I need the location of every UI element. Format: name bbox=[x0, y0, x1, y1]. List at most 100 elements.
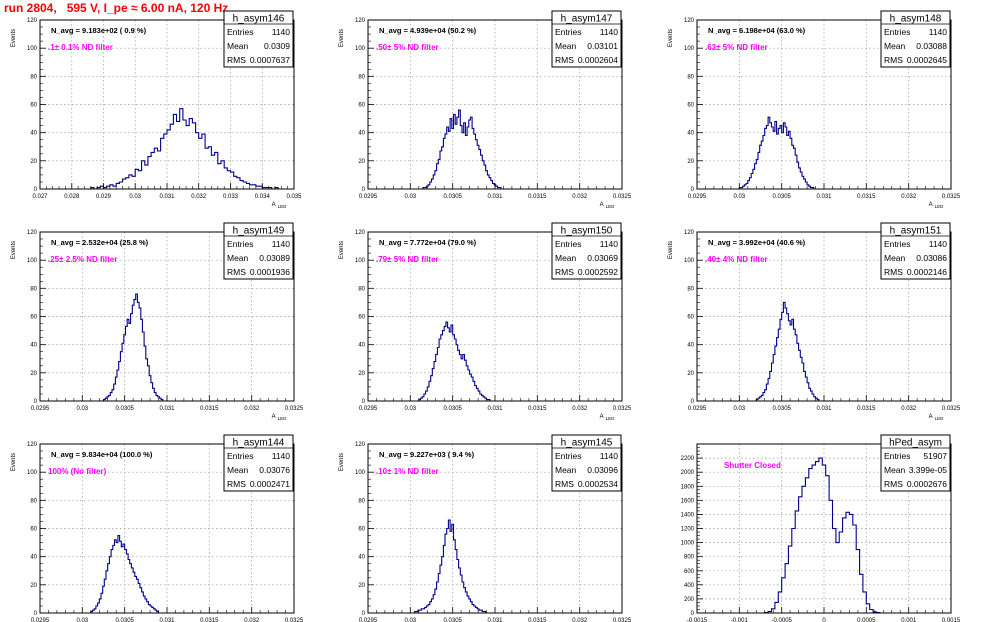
y-tick-label: 120 bbox=[355, 230, 366, 236]
navg-label: N_avg = 9.834e+04 (100.0 %) bbox=[51, 450, 153, 459]
stats-rms-value: 0.0002604 bbox=[578, 55, 618, 65]
x-tick-label: 0.0325 bbox=[942, 194, 961, 200]
x-axis-label-subscript: LED bbox=[278, 416, 288, 421]
x-axis-label: A LED bbox=[600, 414, 616, 421]
y-tick-label: 120 bbox=[27, 442, 38, 448]
stats-mean-value: 0.0309 bbox=[264, 41, 290, 51]
stats-box-title: h_asym145 bbox=[561, 438, 613, 449]
y-tick-label: 400 bbox=[684, 583, 695, 589]
stats-entries-label: Entries bbox=[227, 27, 253, 37]
stats-entries-value: 1140 bbox=[929, 27, 948, 37]
x-tick-label: 0.032 bbox=[901, 406, 917, 412]
y-tick-label: 60 bbox=[687, 103, 694, 109]
filter-note: .63± 5% ND filter bbox=[705, 43, 768, 52]
histogram-line bbox=[90, 534, 160, 613]
x-tick-label: 0.028 bbox=[64, 194, 80, 200]
x-axis-label: A LED bbox=[272, 202, 288, 209]
stats-box-title: h_asym149 bbox=[233, 226, 285, 237]
y-tick-label: 20 bbox=[30, 371, 37, 377]
y-tick-label: 80 bbox=[30, 286, 37, 292]
navg-label: N_avg = 4.939e+04 (50.2 %) bbox=[379, 26, 477, 35]
x-tick-label: 0.032 bbox=[191, 194, 207, 200]
y-tick-label: 100 bbox=[27, 258, 38, 264]
x-tick-label: 0.0305 bbox=[116, 618, 135, 622]
histogram-line bbox=[764, 457, 881, 614]
y-tick-label: 60 bbox=[358, 103, 365, 109]
x-tick-label: 0.0295 bbox=[31, 406, 50, 412]
stats-box-title: h_asym151 bbox=[890, 226, 942, 237]
y-tick-label: 40 bbox=[358, 343, 365, 349]
stats-mean-label: Mean bbox=[884, 465, 906, 475]
x-tick-label: 0.0295 bbox=[359, 406, 378, 412]
x-axis-label: A LED bbox=[929, 202, 945, 209]
x-tick-label: 0.031 bbox=[159, 406, 175, 412]
y-axis-label: Events bbox=[339, 29, 345, 47]
stats-rms-label: RMS bbox=[555, 267, 574, 277]
x-tick-label: -0.0005 bbox=[772, 618, 793, 622]
x-tick-label: 0.0305 bbox=[116, 406, 135, 412]
x-tick-label: 0.0325 bbox=[285, 406, 304, 412]
stats-entries-value: 1140 bbox=[600, 27, 619, 37]
stats-entries-value: 1140 bbox=[272, 451, 291, 461]
x-tick-label: 0.031 bbox=[159, 618, 175, 622]
x-tick-label: 0.03 bbox=[76, 406, 88, 412]
y-tick-label: 100 bbox=[355, 46, 366, 52]
x-tick-label: 0.0315 bbox=[857, 194, 876, 200]
x-tick-label: 0.0315 bbox=[200, 406, 219, 412]
x-tick-label: 0.0295 bbox=[359, 618, 378, 622]
x-axis-label-subscript: LED bbox=[606, 416, 616, 421]
histogram-panel-h_asym150: 0 20 40 60 80 100 120 0.0295 0.03 0.0305 0.031 0.03… bbox=[339, 222, 632, 421]
y-tick-label: 40 bbox=[358, 555, 365, 561]
x-tick-label: 0.0005 bbox=[857, 618, 876, 622]
stats-box-title: h_asym146 bbox=[233, 14, 285, 25]
y-tick-label: 1200 bbox=[681, 527, 695, 533]
x-tick-label: 0.033 bbox=[223, 194, 239, 200]
x-tick-label: 0.029 bbox=[96, 194, 112, 200]
stats-box bbox=[880, 434, 951, 492]
filter-note: .40± 4% ND filter bbox=[705, 255, 768, 264]
histogram-panel-h_asym145: 0 20 40 60 80 100 120 0.0295 0.03 0.0305 0.031 0.03… bbox=[339, 434, 632, 622]
y-tick-label: 2200 bbox=[681, 456, 695, 462]
stats-entries-value: 1140 bbox=[929, 239, 948, 249]
y-tick-label: 40 bbox=[30, 131, 37, 137]
y-tick-label: 0 bbox=[34, 611, 38, 617]
y-tick-label: 120 bbox=[355, 442, 366, 448]
stats-entries-label: Entries bbox=[884, 27, 910, 37]
x-axis-label-subscript: LED bbox=[935, 204, 945, 209]
x-tick-label: 0.0325 bbox=[613, 194, 632, 200]
y-tick-label: 40 bbox=[687, 343, 694, 349]
y-tick-label: 60 bbox=[358, 527, 365, 533]
x-tick-label: 0.031 bbox=[487, 194, 503, 200]
navg-label: N_avg = 3.992e+04 (40.6 %) bbox=[708, 238, 806, 247]
x-tick-label: -0.0015 bbox=[687, 618, 708, 622]
y-tick-label: 60 bbox=[30, 527, 37, 533]
stats-box bbox=[551, 222, 622, 280]
y-axis-label: Events bbox=[339, 241, 345, 259]
stats-mean-label: Mean bbox=[227, 41, 249, 51]
histogram-line bbox=[418, 321, 491, 401]
y-tick-label: 120 bbox=[355, 18, 366, 24]
y-tick-label: 20 bbox=[30, 583, 37, 589]
x-tick-label: 0.0015 bbox=[942, 618, 961, 622]
y-tick-label: 100 bbox=[27, 46, 38, 52]
stats-entries-value: 1140 bbox=[272, 27, 291, 37]
histogram-line bbox=[102, 293, 164, 401]
stats-mean-value: 0.03069 bbox=[587, 253, 618, 263]
stats-box-title: h_asym148 bbox=[890, 14, 942, 25]
y-tick-label: 40 bbox=[30, 343, 37, 349]
stats-rms-value: 0.0002534 bbox=[578, 479, 618, 489]
y-tick-label: 20 bbox=[358, 583, 365, 589]
x-tick-label: 0.0305 bbox=[444, 618, 463, 622]
stats-rms-value: 0.0007637 bbox=[250, 55, 290, 65]
histogram-line bbox=[422, 109, 502, 189]
y-tick-label: 60 bbox=[358, 315, 365, 321]
y-tick-label: 40 bbox=[358, 131, 365, 137]
histogram-panel-h_asym151: 0 20 40 60 80 100 120 0.0295 0.03 0.0305 0.031 0.03… bbox=[668, 222, 961, 421]
stats-box-title: h_asym147 bbox=[561, 14, 613, 25]
y-tick-label: 100 bbox=[355, 470, 366, 476]
stats-entries-value: 1140 bbox=[600, 239, 619, 249]
stats-mean-value: 0.03089 bbox=[259, 253, 290, 263]
stats-mean-label: Mean bbox=[227, 465, 249, 475]
histogram-panel-h_asym149: 0 20 40 60 80 100 120 0.0295 0.03 0.0305 0.031 0.03… bbox=[11, 222, 304, 421]
x-tick-label: 0.0315 bbox=[528, 406, 547, 412]
